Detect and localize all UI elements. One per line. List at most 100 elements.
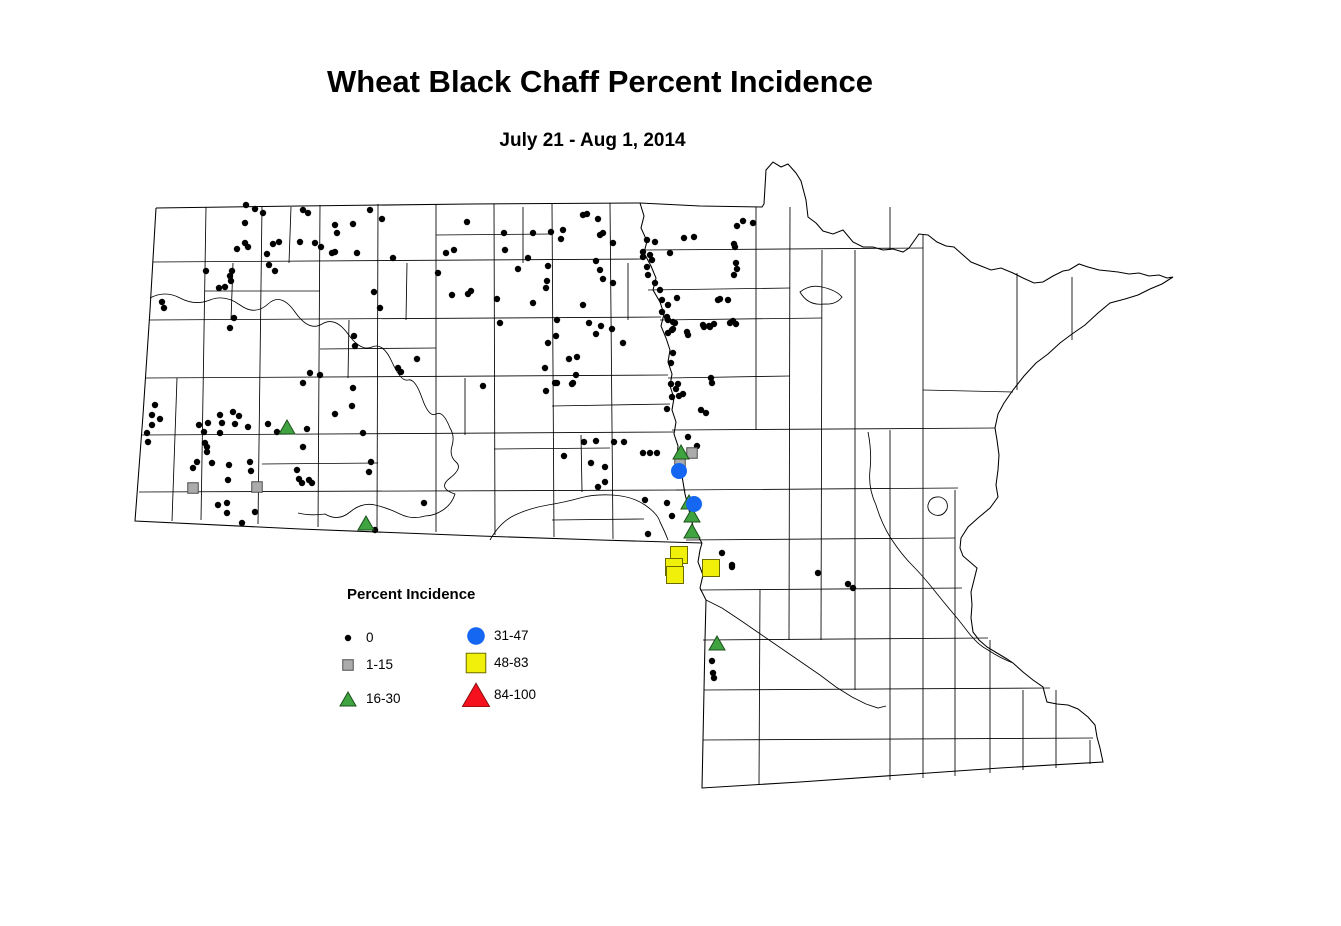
marker-dot bbox=[296, 238, 304, 246]
marker-dot bbox=[216, 411, 224, 419]
marker-dot bbox=[667, 380, 675, 388]
legend-item-3: 31-47 bbox=[456, 622, 529, 648]
marker-dot bbox=[148, 411, 156, 419]
marker-green-triangle bbox=[683, 506, 701, 523]
marker-dot bbox=[144, 438, 152, 446]
marker-dot bbox=[716, 295, 724, 303]
marker-dot bbox=[316, 371, 324, 379]
marker-dot bbox=[619, 339, 627, 347]
figure-title: Wheat Black Chaff Percent Incidence bbox=[326, 64, 874, 99]
marker-dot bbox=[733, 222, 741, 230]
marker-dot bbox=[731, 243, 739, 251]
marker-dot bbox=[639, 253, 647, 261]
legend-gray-square-icon bbox=[342, 659, 354, 671]
marker-dot bbox=[565, 355, 573, 363]
marker-dot bbox=[610, 438, 618, 446]
marker-dot bbox=[223, 509, 231, 517]
marker-dot bbox=[641, 496, 649, 504]
marker-dot bbox=[247, 467, 255, 475]
marker-dot bbox=[553, 316, 561, 324]
marker-dot bbox=[707, 374, 715, 382]
marker-dot bbox=[700, 323, 708, 331]
marker-dot bbox=[420, 499, 428, 507]
marker-dot bbox=[353, 249, 361, 257]
marker-dot bbox=[218, 419, 226, 427]
marker-dot bbox=[644, 530, 652, 538]
legend-label-5: 84-100 bbox=[494, 686, 537, 702]
marker-green-triangle bbox=[278, 418, 296, 435]
marker-dot bbox=[594, 483, 602, 491]
marker-dot bbox=[573, 353, 581, 361]
marker-dot bbox=[226, 324, 234, 332]
marker-dot bbox=[269, 240, 277, 248]
marker-dot bbox=[674, 380, 682, 388]
marker-dot bbox=[585, 319, 593, 327]
marker-dot bbox=[448, 291, 456, 299]
marker-dot bbox=[333, 229, 341, 237]
marker-dot bbox=[849, 584, 857, 592]
marker-dot bbox=[151, 401, 159, 409]
marker-dot bbox=[331, 410, 339, 418]
marker-dot bbox=[572, 371, 580, 379]
marker-dot bbox=[733, 265, 741, 273]
marker-gray-square bbox=[686, 447, 698, 459]
marker-dot bbox=[298, 479, 306, 487]
marker-dot bbox=[224, 476, 232, 484]
marker-dot bbox=[351, 342, 359, 350]
marker-dot bbox=[467, 287, 475, 295]
marker-dot bbox=[732, 320, 740, 328]
marker-dot bbox=[592, 437, 600, 445]
marker-dot bbox=[242, 201, 250, 209]
marker-dot bbox=[229, 408, 237, 416]
marker-green-triangle bbox=[672, 443, 690, 460]
marker-dot bbox=[303, 425, 311, 433]
marker-dot bbox=[844, 580, 852, 588]
marker-dot bbox=[450, 246, 458, 254]
marker-dot bbox=[609, 239, 617, 247]
marker-green-triangle bbox=[683, 522, 701, 539]
marker-dot bbox=[359, 429, 367, 437]
marker-dot bbox=[148, 421, 156, 429]
marker-dot bbox=[263, 250, 271, 258]
marker-dot bbox=[680, 234, 688, 242]
state-outline-north-dakota bbox=[134, 202, 703, 544]
marker-dot bbox=[479, 382, 487, 390]
marker-dot bbox=[697, 406, 705, 414]
marker-dot bbox=[542, 387, 550, 395]
marker-dot bbox=[664, 301, 672, 309]
marker-dot bbox=[608, 325, 616, 333]
marker-dot bbox=[244, 423, 252, 431]
marker-dot bbox=[293, 466, 301, 474]
marker-dot bbox=[273, 428, 281, 436]
marker-dot bbox=[189, 464, 197, 472]
marker-dot bbox=[275, 238, 283, 246]
marker-dot bbox=[580, 438, 588, 446]
marker-dot bbox=[710, 674, 718, 682]
marker-dot bbox=[543, 277, 551, 285]
marker-dot bbox=[739, 217, 747, 225]
marker-dot bbox=[365, 468, 373, 476]
marker-dot bbox=[594, 215, 602, 223]
figure-subtitle: July 21 - Aug 1, 2014 bbox=[499, 130, 686, 151]
marker-dot bbox=[620, 438, 628, 446]
map-markers-layer bbox=[143, 201, 857, 682]
marker-dot bbox=[708, 657, 716, 665]
marker-dot bbox=[158, 298, 166, 306]
marker-dot bbox=[238, 519, 246, 527]
marker-dot bbox=[592, 257, 600, 265]
legend-red-triangle-icon bbox=[461, 682, 491, 707]
marker-dot bbox=[271, 267, 279, 275]
marker-dot bbox=[413, 355, 421, 363]
marker-dot bbox=[299, 379, 307, 387]
marker-dot bbox=[557, 235, 565, 243]
marker-dot bbox=[667, 359, 675, 367]
marker-dot bbox=[646, 449, 654, 457]
legend-yellow-square-icon bbox=[465, 652, 487, 674]
marker-dot bbox=[553, 379, 561, 387]
marker-dot bbox=[160, 304, 168, 312]
marker-dot bbox=[671, 319, 679, 327]
marker-dot bbox=[463, 218, 471, 226]
legend-blue-circle-icon bbox=[467, 627, 485, 645]
marker-dot bbox=[366, 206, 374, 214]
